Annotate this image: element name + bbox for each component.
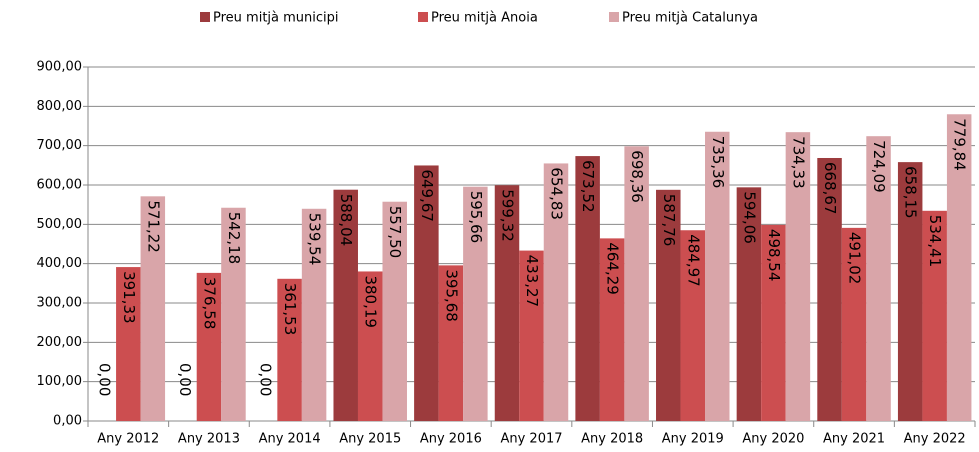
x-tick-label: Any 2019 — [662, 432, 724, 447]
y-tick-label: 500,00 — [37, 217, 83, 232]
bar — [221, 207, 246, 421]
bar — [494, 185, 520, 421]
bar — [736, 187, 762, 421]
x-tick-label: Any 2016 — [420, 432, 482, 447]
value-label: 395,68 — [442, 269, 460, 322]
y-tick-label: 900,00 — [37, 60, 83, 75]
value-label: 587,76 — [660, 194, 678, 247]
value-label: 542,18 — [225, 212, 243, 264]
value-label: 539,54 — [306, 213, 324, 266]
bar — [196, 272, 222, 421]
legend-swatch — [418, 12, 428, 22]
bar — [841, 227, 867, 421]
bar — [414, 165, 439, 421]
value-label: 0,00 — [176, 363, 194, 396]
value-label: 595,66 — [467, 191, 485, 244]
x-tick-label: Any 2018 — [581, 432, 643, 447]
bar — [438, 265, 464, 421]
bar — [575, 156, 600, 421]
value-label: 361,53 — [281, 283, 299, 336]
bar — [543, 163, 569, 421]
value-label: 588,04 — [337, 194, 355, 247]
value-label: 433,27 — [523, 255, 541, 307]
x-tick-label: Any 2021 — [823, 432, 885, 447]
value-label: 698,36 — [628, 150, 646, 203]
y-tick-label: 200,00 — [37, 335, 83, 350]
x-tick-label: Any 2020 — [742, 432, 804, 447]
bar — [761, 224, 786, 421]
x-tick-label: Any 2015 — [339, 432, 401, 447]
value-label: 380,19 — [362, 275, 380, 328]
x-tick-label: Any 2022 — [904, 432, 966, 447]
x-tick-label: Any 2017 — [500, 432, 562, 447]
value-label: 571,22 — [144, 200, 162, 253]
value-label: 649,67 — [418, 169, 436, 222]
value-label: 0,00 — [95, 363, 113, 396]
bar — [705, 131, 730, 421]
bar — [301, 208, 327, 421]
bar — [785, 132, 811, 422]
value-label: 654,83 — [548, 167, 566, 220]
value-label: 376,58 — [200, 277, 218, 330]
y-tick-label: 700,00 — [37, 138, 83, 153]
bar — [382, 201, 407, 421]
bar — [817, 157, 842, 421]
value-label: 599,32 — [499, 189, 517, 242]
value-label: 724,09 — [870, 140, 888, 193]
value-label: 673,52 — [579, 160, 597, 213]
bar — [624, 146, 649, 421]
x-tick-label: Any 2013 — [178, 432, 240, 447]
bar — [463, 186, 488, 421]
legend-label: Preu mitjà Anoia — [431, 11, 538, 26]
bar — [897, 162, 923, 421]
value-label: 498,54 — [765, 229, 783, 282]
value-label: 734,33 — [789, 136, 807, 189]
value-label: 658,15 — [902, 166, 920, 219]
bar — [656, 189, 681, 421]
y-tick-label: 800,00 — [37, 99, 83, 114]
value-label: 534,41 — [926, 215, 944, 268]
y-tick-label: 0,00 — [53, 414, 82, 429]
legend-label: Preu mitjà municipi — [213, 11, 339, 26]
bar — [946, 114, 972, 421]
value-label: 779,84 — [951, 118, 969, 171]
bar — [277, 278, 302, 421]
bar — [140, 196, 166, 421]
value-label: 557,50 — [386, 206, 404, 259]
value-label: 491,02 — [846, 232, 864, 285]
value-label: 668,67 — [821, 162, 839, 215]
bar — [116, 267, 141, 421]
bar — [357, 271, 383, 421]
value-label: 0,00 — [257, 363, 275, 396]
bar — [519, 250, 544, 421]
value-label: 391,33 — [120, 271, 138, 324]
legend-label: Preu mitjà Catalunya — [622, 11, 758, 26]
bar — [333, 189, 358, 421]
bar — [866, 136, 891, 421]
legend-swatch — [200, 12, 210, 22]
y-tick-label: 300,00 — [37, 296, 83, 311]
bar — [680, 230, 706, 421]
bar — [922, 210, 947, 421]
x-tick-label: Any 2014 — [259, 432, 321, 447]
value-label: 464,29 — [604, 242, 622, 295]
value-label: 735,36 — [709, 136, 727, 189]
value-label: 594,06 — [740, 191, 758, 244]
y-tick-label: 600,00 — [37, 178, 83, 193]
y-tick-label: 400,00 — [37, 256, 83, 271]
legend-swatch — [609, 12, 619, 22]
y-tick-label: 100,00 — [37, 374, 83, 389]
value-label: 484,97 — [684, 234, 702, 286]
x-tick-label: Any 2012 — [97, 432, 159, 447]
bar — [599, 238, 625, 421]
